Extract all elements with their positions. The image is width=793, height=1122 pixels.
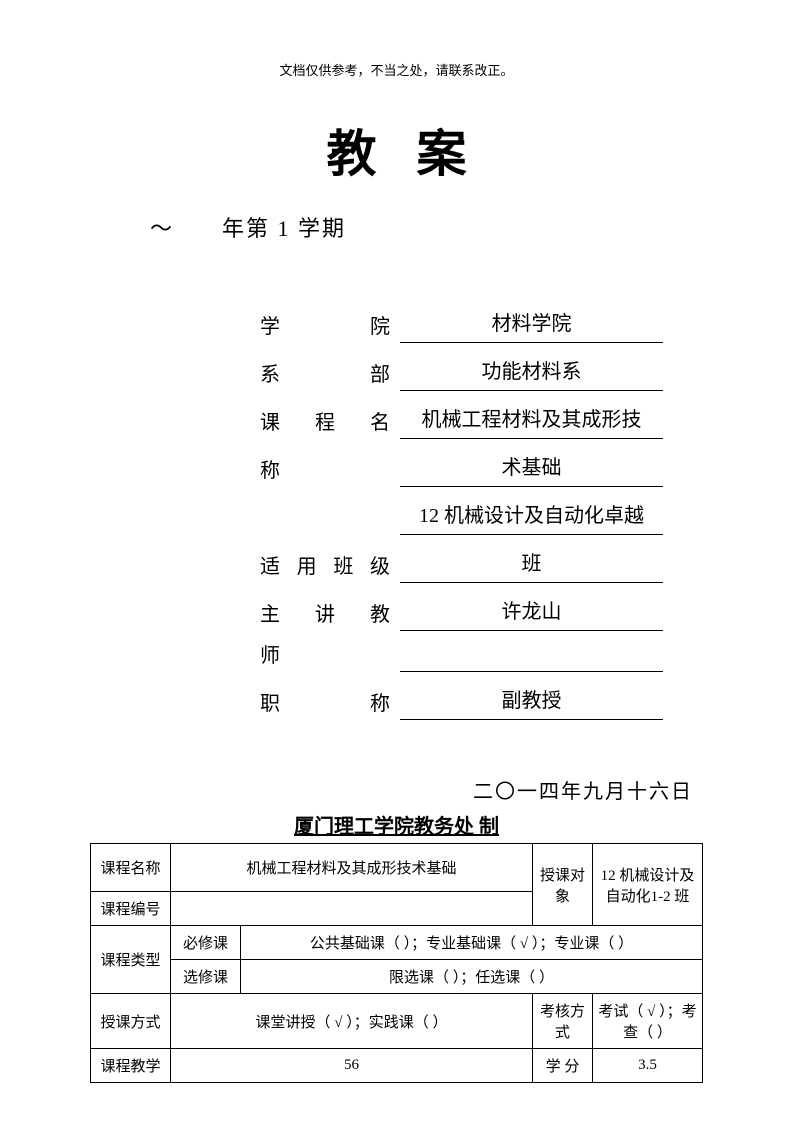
rank-label: 职称 — [260, 687, 390, 720]
info-row-dept: 系部 功能材料系 — [260, 351, 663, 391]
dept-label: 系部 — [260, 358, 390, 391]
dept-value: 功能材料系 — [400, 351, 663, 391]
class-value-2: 班 — [400, 543, 663, 583]
detail-table: 课程名称 机械工程材料及其成形技术基础 授课对象 12 机械设计及自动化1-2 … — [90, 843, 703, 1083]
table-row: 授课方式 课堂讲授（ √ ）；实践课（ ） 考核方式 考试（ √ ）；考查（ ） — [91, 994, 703, 1049]
class-label-blank — [260, 531, 390, 535]
teacher-label-1: 主讲教 — [260, 598, 390, 631]
cell-hours-label: 课程教学 — [91, 1049, 171, 1083]
cell-elective-value: 限选课（ ）；任选课（ ） — [241, 960, 703, 994]
info-row-school: 学院 材料学院 — [260, 303, 663, 343]
info-block: 学院 材料学院 系部 功能材料系 课程名 机械工程材料及其成形技 称 术基础 1… — [260, 303, 663, 720]
class-value-1: 12 机械设计及自动化卓越 — [400, 495, 663, 535]
semester-line: ～ 年第 1 学期 — [150, 211, 703, 243]
cell-audience-value: 12 机械设计及自动化1-2 班 — [593, 844, 703, 926]
cell-required-label: 必修课 — [171, 926, 241, 960]
cell-credit-value: 3.5 — [593, 1049, 703, 1083]
cell-course-name-value: 机械工程材料及其成形技术基础 — [171, 844, 533, 892]
teacher-value: 许龙山 — [400, 591, 663, 631]
table-row: 课程教学 56 学 分 3.5 — [91, 1049, 703, 1083]
info-row-teacher-1: 主讲教 许龙山 — [260, 591, 663, 631]
info-row-class-1: 12 机械设计及自动化卓越 — [260, 495, 663, 535]
info-row-rank: 职称 副教授 — [260, 680, 663, 720]
school-value: 材料学院 — [400, 303, 663, 343]
class-label: 适用班级 — [260, 550, 390, 583]
date-line: 二〇一四年九月十六日 — [90, 775, 693, 804]
cell-hours-value: 56 — [171, 1049, 533, 1083]
table-row: 课程类型 必修课 公共基础课（ ）；专业基础课（ √ ）；专业课（ ） — [91, 926, 703, 960]
page-title: 教案 — [90, 114, 703, 186]
cell-teach-method-label: 授课方式 — [91, 994, 171, 1049]
cell-course-no-value — [171, 892, 533, 926]
teacher-label-2: 师 — [260, 639, 390, 672]
teacher-value-blank — [400, 642, 663, 672]
office-line: 厦门理工学院教务处 制 — [90, 810, 703, 839]
cell-assess-label: 考核方式 — [533, 994, 593, 1049]
course-value-2: 术基础 — [400, 447, 663, 487]
cell-assess-value: 考试（ √ ）；考查（ ） — [593, 994, 703, 1049]
table-row: 选修课 限选课（ ）；任选课（ ） — [91, 960, 703, 994]
info-row-teacher-2: 师 — [260, 639, 663, 672]
cell-audience-label: 授课对象 — [533, 844, 593, 926]
cell-required-value: 公共基础课（ ）；专业基础课（ √ ）；专业课（ ） — [241, 926, 703, 960]
rank-value: 副教授 — [400, 680, 663, 720]
info-row-class-2: 适用班级 班 — [260, 543, 663, 583]
table-row: 课程名称 机械工程材料及其成形技术基础 授课对象 12 机械设计及自动化1-2 … — [91, 844, 703, 892]
cell-course-no-label: 课程编号 — [91, 892, 171, 926]
school-label: 学院 — [260, 310, 390, 343]
info-row-course-1: 课程名 机械工程材料及其成形技 — [260, 399, 663, 439]
cell-course-name-label: 课程名称 — [91, 844, 171, 892]
info-row-course-2: 称 术基础 — [260, 447, 663, 487]
cell-course-type-label: 课程类型 — [91, 926, 171, 994]
header-note: 文档仅供参考，不当之处，请联系改正。 — [90, 60, 703, 79]
cell-elective-label: 选修课 — [171, 960, 241, 994]
cell-credit-label: 学 分 — [533, 1049, 593, 1083]
course-label-1: 课程名 — [260, 406, 390, 439]
course-value-1: 机械工程材料及其成形技 — [400, 399, 663, 439]
cell-teach-method-value: 课堂讲授（ √ ）；实践课（ ） — [171, 994, 533, 1049]
course-label-2: 称 — [260, 454, 390, 487]
